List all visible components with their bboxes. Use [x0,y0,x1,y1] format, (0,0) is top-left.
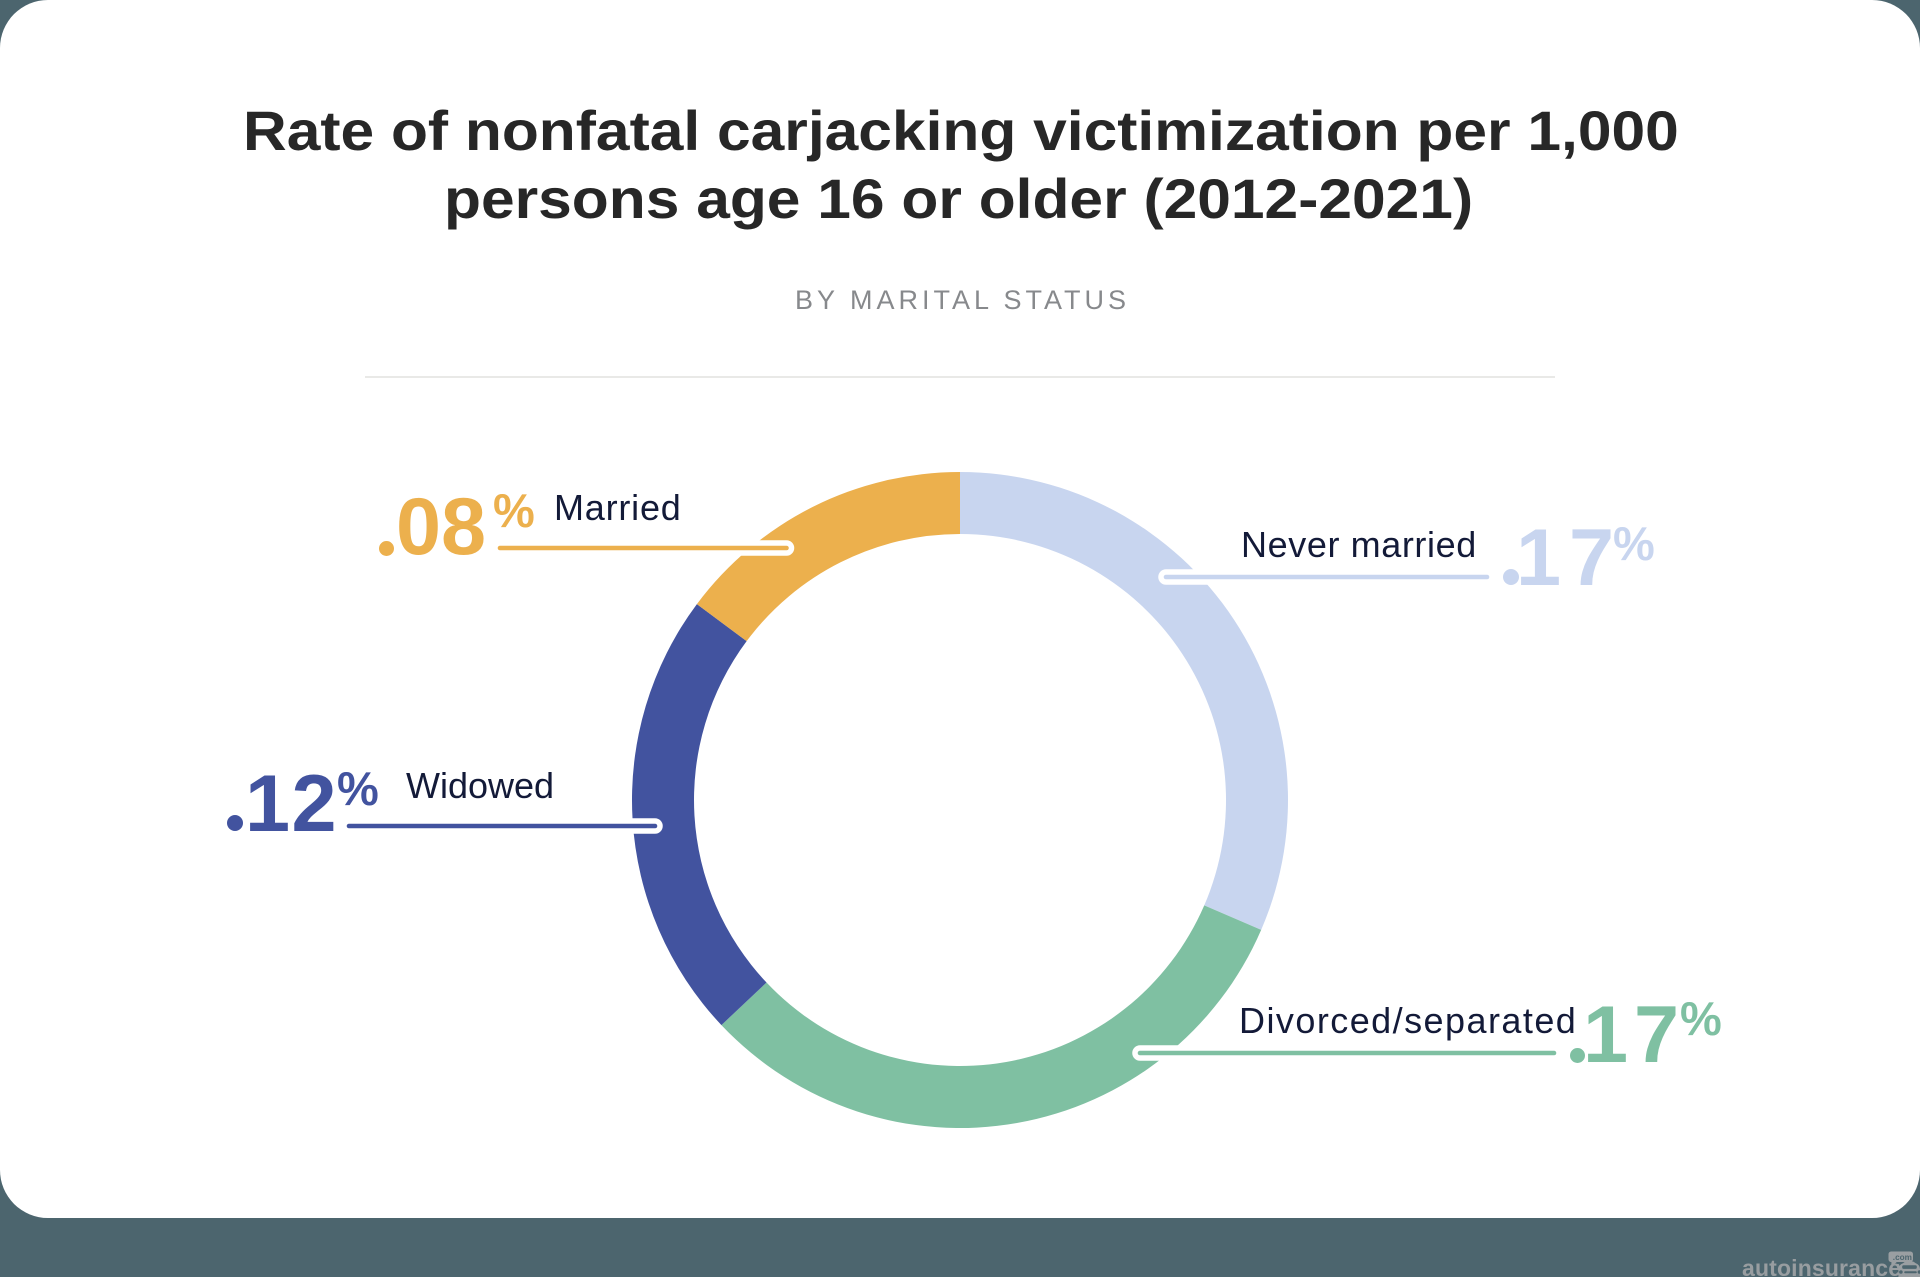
svg-text:.com: .com [1893,1253,1912,1262]
